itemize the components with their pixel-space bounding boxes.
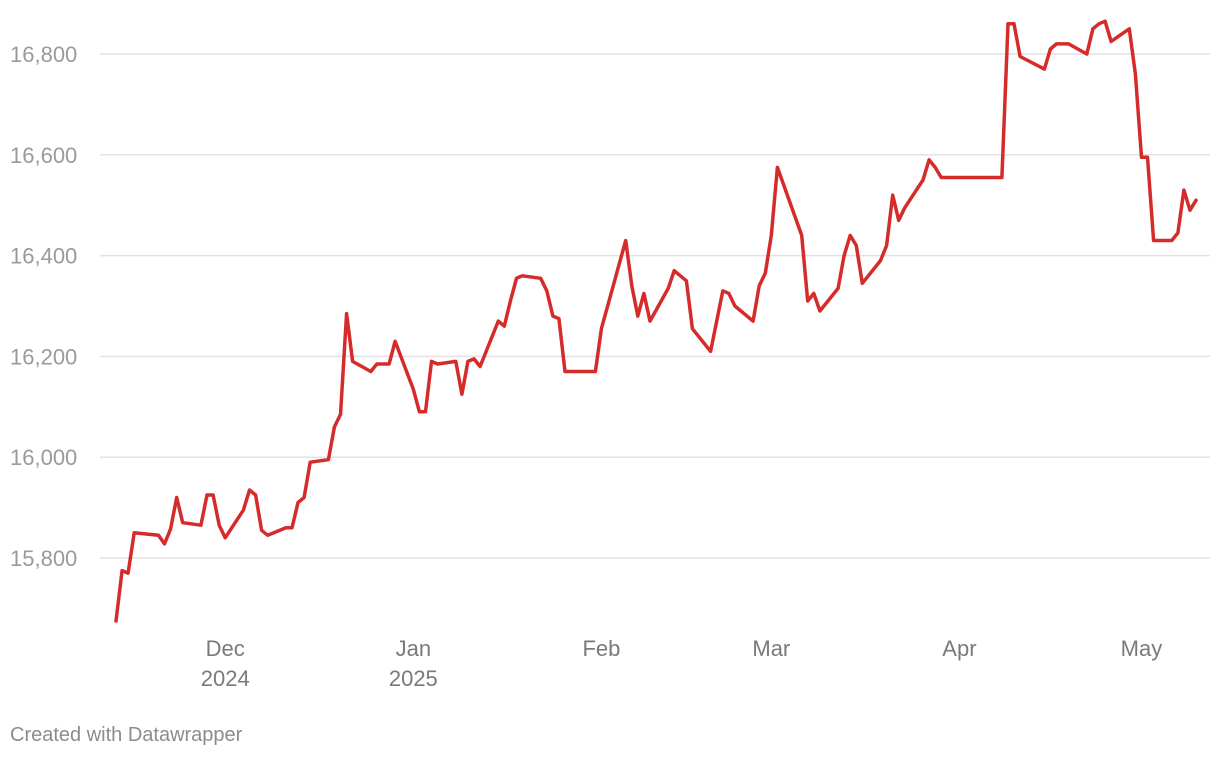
series-layer: [114, 19, 1198, 623]
x-tick-label: Mar: [752, 636, 790, 661]
y-tick-label: 16,200: [10, 344, 77, 369]
y-axis: 15,800 16,000 16,200 16,400 16,600 16,800: [10, 42, 77, 571]
x-axis: Dec 2024 Jan 2025 Feb Mar Apr May: [201, 636, 1162, 691]
x-tick-label: Jan: [396, 636, 431, 661]
y-tick-label: 16,800: [10, 42, 77, 67]
y-tick-label: 16,400: [10, 244, 77, 269]
gridlines: [100, 53, 1210, 559]
y-tick-label: 15,800: [10, 546, 77, 571]
x-tick-label: Apr: [942, 636, 976, 661]
x-tick-label: Dec: [206, 636, 245, 661]
datawrapper-credit[interactable]: Created with Datawrapper: [10, 724, 243, 746]
line-chart: 15,800 16,000 16,200 16,400 16,600 16,800 Dec…: [10, 19, 1210, 691]
x-tick-label: Feb: [582, 636, 620, 661]
series-line: [114, 19, 1198, 623]
x-tick-label: May: [1121, 636, 1163, 661]
y-tick-label: 16,600: [10, 143, 77, 168]
y-tick-label: 16,000: [10, 445, 77, 470]
x-tick-year-label: 2025: [389, 666, 438, 691]
x-tick-year-label: 2024: [201, 666, 250, 691]
